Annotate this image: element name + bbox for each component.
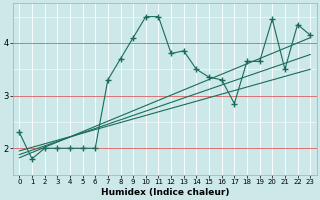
X-axis label: Humidex (Indice chaleur): Humidex (Indice chaleur) [100,188,229,197]
